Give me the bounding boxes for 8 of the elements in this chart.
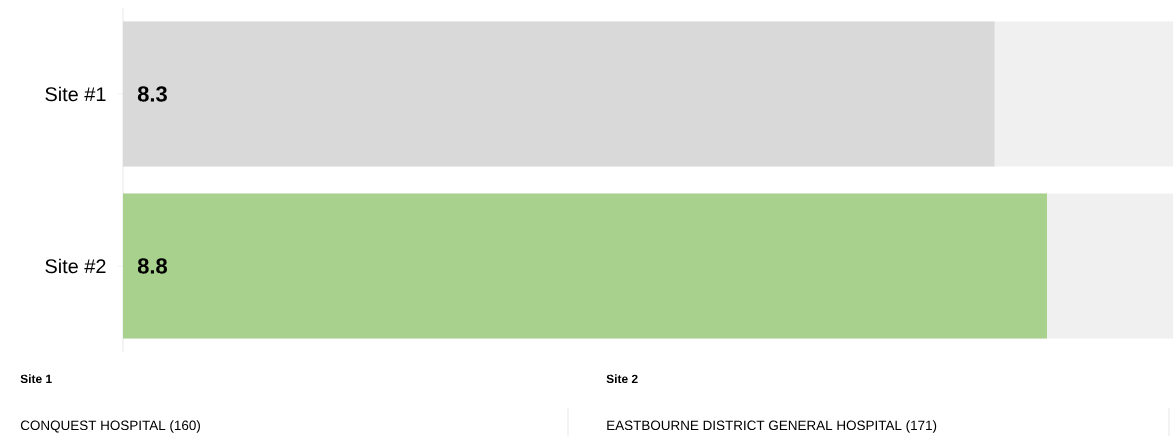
text: Site 1: [20, 374, 52, 384]
data-label: 8.3: [137, 86, 167, 102]
y-tick-label: Site #1: [45, 86, 106, 102]
data-label: 8.8: [137, 258, 167, 274]
y-tick-label: Site #2: [45, 258, 106, 274]
text: EASTBOURNE DISTRICT GENERAL HOSPITAL (171): [607, 420, 937, 433]
text: CONQUEST HOSPITAL (160): [20, 420, 200, 433]
text: Site 2: [606, 374, 638, 384]
